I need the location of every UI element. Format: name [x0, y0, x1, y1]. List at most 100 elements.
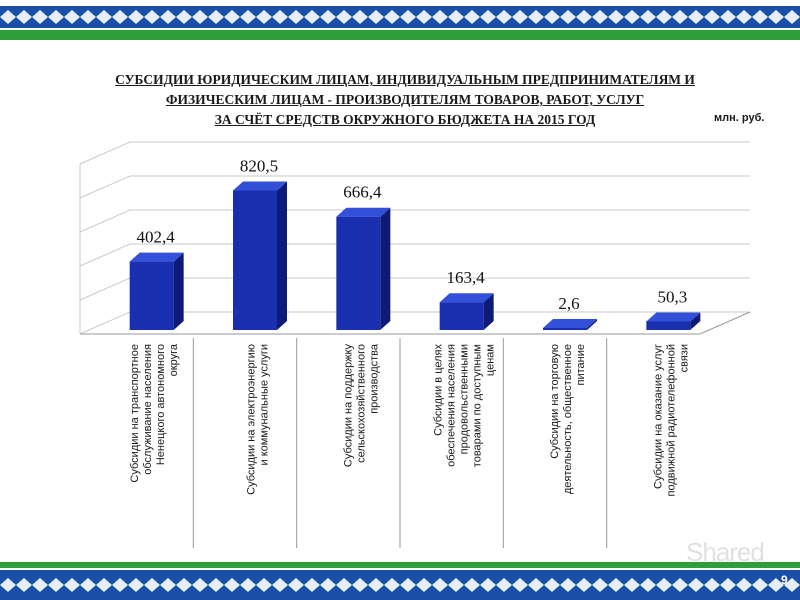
bar: [439, 293, 494, 330]
bar-side: [483, 293, 494, 330]
band-diamond: [416, 10, 432, 24]
bar-value-label: 2,6: [558, 294, 579, 313]
band-diamond: [672, 10, 688, 24]
band-diamond: [432, 578, 448, 592]
bar-top: [646, 312, 701, 322]
band-diamond: [448, 10, 464, 24]
bar-chart: 402,4 Субсидии на транспортноеобслуживани…: [79, 141, 751, 548]
bar-top: [129, 252, 184, 262]
band-diamond: [480, 578, 496, 592]
category-label-line: Ненецкого автономного: [155, 344, 167, 465]
bar: [646, 312, 701, 330]
band-diamond: [368, 10, 384, 24]
category-label-line: товарами по доступным: [472, 344, 484, 467]
band-diamond: [752, 10, 768, 24]
floor-right-edge: [699, 311, 751, 335]
band-diamond: [576, 10, 592, 24]
category-label: Субсидии на транспортноеобслуживание нас…: [129, 343, 180, 482]
band-diamond: [720, 10, 736, 24]
category-label: Субсидии на электроэнергиюи коммунальные…: [246, 344, 271, 495]
band-diamond: [704, 10, 720, 24]
band-diamond: [304, 10, 320, 24]
bar-front: [439, 302, 484, 330]
band-diamond: [384, 10, 400, 24]
bar-value-label: 50,3: [657, 287, 687, 306]
band-diamond: [256, 578, 272, 592]
bar: [233, 181, 287, 330]
band-diamond: [176, 578, 192, 592]
band-diamond: [64, 578, 80, 592]
category-label-line: Субсидии на транспортное: [129, 344, 141, 483]
band-diamond: [496, 578, 512, 592]
band-diamond: [560, 10, 576, 24]
bar-value-label: 666,4: [343, 183, 382, 202]
band-diamond: [112, 578, 128, 592]
band-diamond: [528, 578, 544, 592]
band-diamond: [656, 578, 672, 592]
band-diamond: [208, 578, 224, 592]
band-diamond: [416, 578, 432, 592]
band-diamond: [640, 10, 656, 24]
band-diamond: [704, 578, 720, 592]
band-diamond: [32, 578, 48, 592]
category-label-line: обслуживание населения: [142, 344, 154, 475]
band-diamond: [0, 10, 16, 24]
bar: [129, 252, 184, 330]
band-diamond: [224, 578, 240, 592]
band-diamond: [320, 578, 336, 592]
category-label-line: обеспечения населения: [446, 344, 458, 467]
band-diamond: [80, 578, 96, 592]
category-label-line: Субсидии на оказание услуг: [652, 344, 664, 489]
band-diamond: [352, 578, 368, 592]
band-diamond: [400, 10, 416, 24]
category-label: Субсидии на торговуюдеятельность, общест…: [549, 344, 587, 494]
band-diamond: [288, 578, 304, 592]
band-diamond: [240, 578, 256, 592]
category-label: Субсидии в целяхобеспечения населенияпро…: [433, 344, 497, 468]
band-diamond: [512, 578, 528, 592]
band-diamond: [688, 10, 704, 24]
band-diamond: [512, 10, 528, 24]
category-label-line: Субсидии в целях: [433, 344, 445, 436]
band-diamond: [384, 578, 400, 592]
band-diamond: [112, 10, 128, 24]
bar-top: [439, 293, 494, 303]
band-diamond: [608, 578, 624, 592]
bar-side: [587, 319, 597, 330]
band-diamond: [48, 578, 64, 592]
gridline-depth: [79, 209, 131, 233]
bar: [336, 207, 391, 330]
category-label-line: связи: [678, 344, 690, 372]
unit-label: млн. руб.: [714, 112, 765, 124]
band-diamond: [400, 578, 416, 592]
category-label-line: и коммунальные услуги: [259, 344, 271, 465]
bottom-ornament-band: [0, 560, 800, 600]
band-diamond: [576, 578, 592, 592]
bar-side: [277, 181, 287, 330]
band-diamond: [544, 578, 560, 592]
band-diamond: [720, 578, 736, 592]
band-diamond: [336, 578, 352, 592]
category-label-line: подвижной радиотелефонной: [665, 344, 677, 496]
band-diamond: [640, 578, 656, 592]
band-diamond: [496, 10, 512, 24]
band-diamond: [672, 578, 688, 592]
band-diamond: [336, 10, 352, 24]
band-diamond: [304, 578, 320, 592]
band-diamond: [784, 10, 800, 24]
band-diamond: [144, 10, 160, 24]
band-diamond: [96, 10, 112, 24]
band-diamond: [208, 10, 224, 24]
gridline-depth: [79, 243, 131, 267]
gridline-depth: [79, 175, 131, 199]
bar-top: [336, 207, 391, 217]
band-diamond: [368, 578, 384, 592]
gridline-depth: [79, 311, 131, 335]
bar-value-label: 163,4: [447, 268, 486, 287]
band-green-stripe: [0, 562, 800, 568]
band-diamond: [176, 10, 192, 24]
band-diamond: [160, 10, 176, 24]
band-diamond: [592, 10, 608, 24]
category-label-line: Субсидии на торговую: [549, 344, 561, 459]
category-label-line: округа: [168, 343, 180, 376]
